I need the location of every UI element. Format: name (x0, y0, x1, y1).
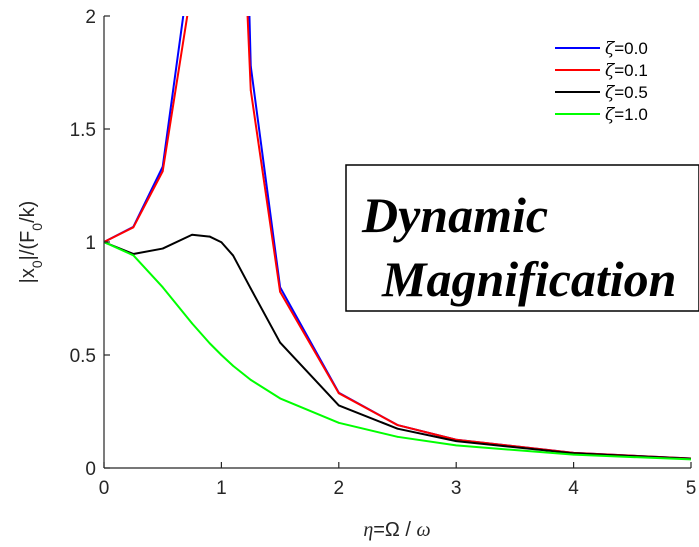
x-axis-label: η=Ω / ω (363, 519, 430, 541)
y-tick-label: 0.5 (70, 346, 96, 367)
data-point (191, 322, 193, 325)
legend-label: ζ=0.0 (605, 39, 648, 59)
annotation-line-1: Dynamic (361, 187, 548, 243)
data-point (220, 241, 223, 244)
data-point (249, 287, 252, 290)
data-point (132, 226, 135, 229)
y-tick-label: 1.5 (70, 120, 96, 141)
legend-label: ζ=0.5 (605, 83, 648, 103)
x-tick-label: 1 (216, 478, 227, 499)
data-point (337, 392, 340, 395)
annotation-line-2: Magnification (381, 251, 676, 307)
legend-box (540, 32, 691, 144)
data-point (161, 286, 164, 289)
data-point (191, 233, 193, 236)
legend-label: ζ=1.0 (605, 105, 648, 125)
data-point (220, 354, 223, 356)
x-tick-label: 0 (99, 478, 110, 499)
data-point (249, 89, 252, 92)
series-layer (104, 16, 691, 461)
legend-label: ζ=0.1 (605, 61, 648, 81)
data-point (161, 247, 164, 250)
data-point (208, 235, 211, 238)
y-axis-label: |x0|/(F0/k) (17, 201, 45, 284)
y-tick-label: 1 (85, 233, 96, 254)
data-point (132, 254, 135, 257)
data-point (396, 427, 399, 430)
legend-items: ζ=0.0ζ=0.1ζ=0.5ζ=1.0 (555, 39, 648, 125)
data-point (161, 170, 164, 173)
x-tick-label: 5 (686, 478, 697, 499)
data-point (396, 435, 399, 438)
data-point (455, 440, 458, 443)
legend: ζ=0.0ζ=0.1ζ=0.5ζ=1.0 (540, 32, 691, 144)
x-tick-labels: 0 1 2 3 4 5 (99, 478, 697, 499)
y-tick-labels: 0 0.5 1 1.5 2 (70, 7, 96, 480)
data-point (337, 404, 340, 407)
series-line (104, 233, 691, 460)
y-tick-label: 2 (85, 7, 96, 28)
x-tick-label: 3 (451, 478, 462, 499)
data-point (279, 341, 281, 344)
data-point (690, 458, 691, 461)
tick-marks (103, 15, 692, 469)
annotation: Dynamic Magnification (345, 164, 699, 312)
data-point (337, 421, 340, 424)
y-tick-label: 0 (85, 459, 96, 480)
annotation-box (345, 164, 699, 312)
data-point (232, 364, 235, 367)
data-point (208, 342, 211, 345)
axes (103, 15, 692, 469)
series-line (104, 16, 691, 460)
data-point (232, 254, 235, 257)
x-tick-label: 4 (568, 478, 579, 499)
data-point (396, 424, 399, 426)
data-point (455, 444, 458, 447)
data-point (279, 290, 281, 293)
series-line (104, 241, 691, 461)
data-point (572, 453, 575, 456)
x-tick-label: 2 (334, 478, 345, 499)
data-point (249, 378, 252, 381)
data-point (279, 397, 281, 400)
